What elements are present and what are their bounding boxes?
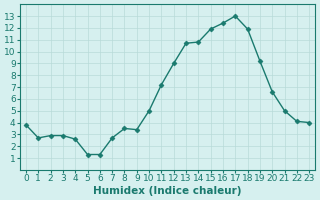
X-axis label: Humidex (Indice chaleur): Humidex (Indice chaleur) [93,186,242,196]
